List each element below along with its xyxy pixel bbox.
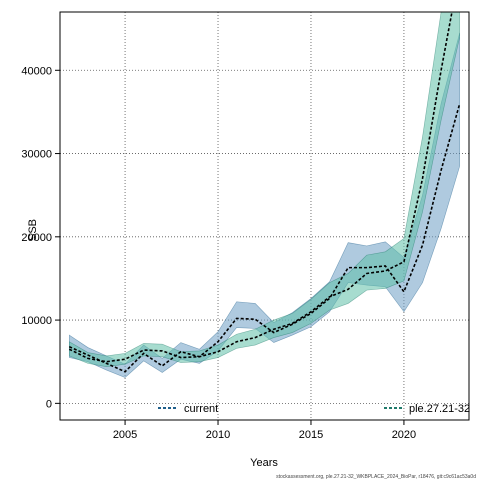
- y-tick-label-1: 10000: [21, 315, 52, 327]
- x-axis-title: Years: [250, 457, 278, 469]
- confidence-band-1: [68, 12, 461, 368]
- series-line-1: [68, 12, 453, 363]
- series-line-0: [68, 103, 461, 373]
- series-lines: [68, 12, 461, 373]
- x-tick-label-3: 2020: [392, 429, 416, 441]
- x-tick-label-1: 2010: [206, 429, 230, 441]
- footer-note: stockassessment.org, ple.27.21-32_WKBPLA…: [276, 474, 476, 480]
- x-tick-label-0: 2005: [113, 429, 137, 441]
- y-tick-label-0: 0: [46, 398, 52, 410]
- y-tick-label-2: 20000: [21, 232, 52, 244]
- confidence-bands: [68, 12, 461, 378]
- y-tick-label-4: 40000: [21, 65, 52, 77]
- y-tick-label-3: 30000: [21, 149, 52, 161]
- legend: current ple.27.21-32: [158, 403, 470, 415]
- x-tick-label-2: 2015: [299, 429, 323, 441]
- legend-label-current: current: [184, 403, 218, 415]
- y-axis: 0 10000 20000 30000 40000: [21, 65, 60, 410]
- legend-label-ple: ple.27.21-32: [409, 403, 470, 415]
- y-axis-title: SSB: [27, 219, 39, 241]
- plot-frame: [59, 11, 470, 421]
- x-axis: 2005 2010 2015 2020: [113, 420, 416, 441]
